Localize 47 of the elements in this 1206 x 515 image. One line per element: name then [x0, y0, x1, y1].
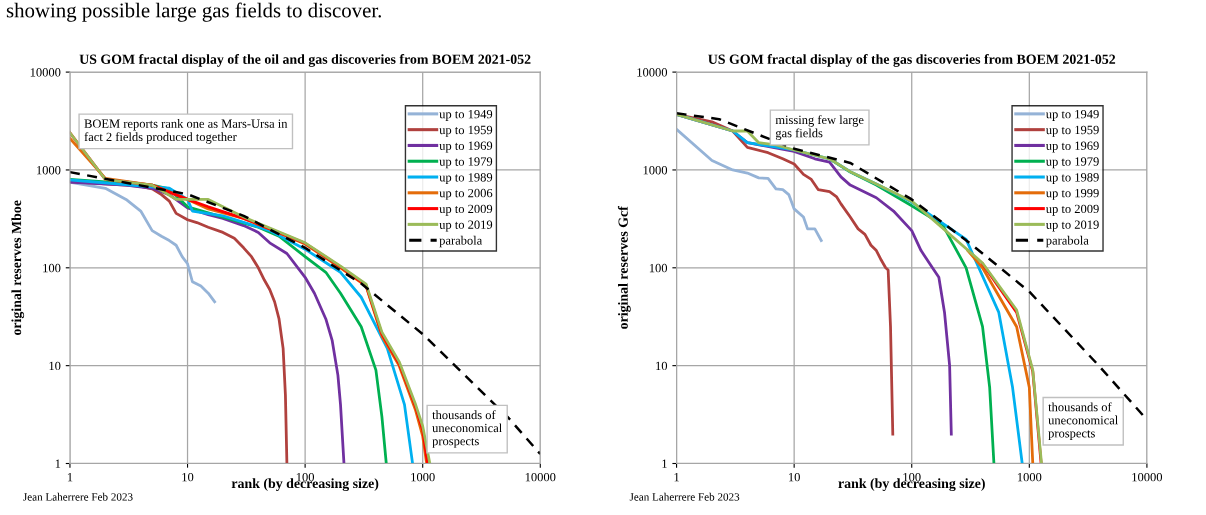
- y-axis-title: original reserves Gcf: [617, 206, 631, 329]
- y-tick-label: 10000: [30, 68, 61, 77]
- legend-label: up to 1979: [1045, 157, 1099, 169]
- legend-label: up to 2006: [439, 188, 493, 200]
- legend-label: up to 1949: [1045, 109, 1099, 121]
- legend-label: up to 1959: [1045, 125, 1099, 137]
- annotation: thousands of uneconomical prospects: [1048, 402, 1118, 441]
- y-tick-label: 1000: [37, 165, 61, 175]
- y-tick-label: 100: [649, 263, 668, 273]
- legend-label: up to 1989: [1045, 173, 1099, 185]
- chart-title: US GOM fractal display of the oil and gas discoveries from BOEM 2021-052: [79, 53, 531, 67]
- legend-label: up to 2009: [439, 204, 493, 216]
- legend-label: up to 1999: [1045, 188, 1099, 200]
- annotation: thousands of uneconomical prospects: [432, 410, 502, 448]
- y-tick-label: 10: [49, 361, 61, 371]
- y-tick-label: 10: [656, 361, 668, 371]
- legend-label: up to 1949: [439, 109, 493, 121]
- legend-label: up to 1969: [1045, 141, 1099, 153]
- legend-label: up to 1989: [439, 173, 493, 185]
- legend-label: up to 2019: [1045, 220, 1099, 232]
- legend-label: parabola: [439, 235, 483, 248]
- text: showing possible large gas fields to discover.: [6, 2, 381, 22]
- x-tick-label: 10: [182, 472, 194, 482]
- legend-label: up to 1979: [439, 157, 493, 169]
- y-axis-title: original reserves Mboe: [11, 200, 25, 336]
- y-tick-label: 1: [662, 459, 667, 468]
- chart-title: US GOM fractal display of the gas discoveries from BOEM 2021-052: [708, 53, 1116, 67]
- annotation: BOEM reports rank one as Mars-Ursa in fact 2 fields produced together: [84, 119, 288, 144]
- legend-label: up to 1969: [439, 141, 493, 153]
- x-tick-label: 10000: [1132, 472, 1163, 482]
- text: Jean Laherrere Feb 2023: [629, 492, 740, 501]
- text: Jean Laherrere Feb 2023: [23, 492, 133, 501]
- annotation: missing few large gas fields: [775, 115, 864, 140]
- legend-label: up to 1959: [439, 125, 493, 137]
- y-tick-label: 1000: [643, 165, 668, 175]
- x-tick-label: 10000: [525, 472, 556, 482]
- x-tick-label: 10: [789, 472, 800, 482]
- y-tick-label: 10000: [637, 68, 668, 77]
- y-tick-label: 1: [55, 459, 61, 468]
- x-tick-label: 1000: [411, 472, 435, 482]
- y-tick-label: 100: [43, 263, 61, 273]
- legend-label: up to 2019: [439, 220, 493, 232]
- legend-label: up to 2009: [1045, 204, 1099, 216]
- legend-label: parabola: [1046, 235, 1089, 248]
- x-tick-label: 1: [67, 472, 73, 482]
- x-tick-label: 1000: [1017, 472, 1042, 482]
- x-tick-label: 1: [674, 472, 679, 482]
